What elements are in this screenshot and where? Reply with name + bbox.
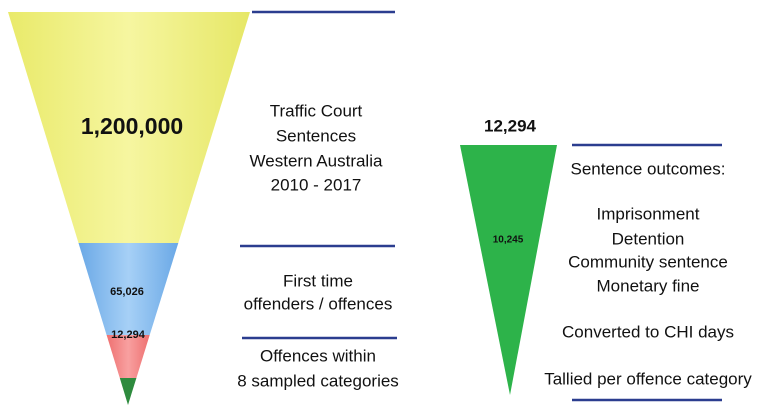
funnel-segment (8, 12, 250, 243)
caption: Sentences (276, 126, 356, 145)
outcome-item: Community sentence (568, 252, 728, 271)
caption: Traffic Court (270, 101, 363, 120)
inner-label: 10,245 (493, 235, 524, 246)
funnel-segment (78, 243, 179, 335)
funnel-segment (106, 335, 150, 378)
note: Tallied per offence category (544, 369, 752, 388)
caption: 2010 - 2017 (271, 175, 362, 194)
caption: Offences within (260, 346, 376, 365)
caption: 8 sampled categories (237, 371, 399, 390)
segment-label: 1,200,000 (81, 113, 183, 139)
caption: Western Australia (250, 151, 383, 170)
total-label: 12,294 (484, 116, 537, 135)
outcome-item: Monetary fine (597, 276, 700, 295)
caption: offenders / offences (244, 294, 393, 313)
funnel-segment (119, 378, 137, 405)
outcome-triangle (460, 145, 557, 395)
outcome-item: Imprisonment (597, 204, 700, 223)
segment-label: 12,294 (111, 329, 146, 341)
segment-label: 65,026 (110, 286, 144, 298)
note: Converted to CHI days (562, 322, 734, 341)
heading: Sentence outcomes: (571, 159, 726, 178)
caption: First time (283, 271, 353, 290)
outcome-item: Detention (612, 229, 685, 248)
